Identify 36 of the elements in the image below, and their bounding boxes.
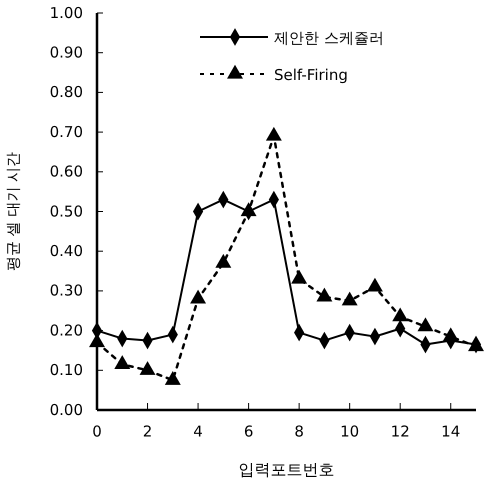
point (266, 126, 282, 141)
x-tick-label: 6 (244, 422, 254, 441)
y-tick-label: 0.30 (50, 282, 83, 300)
y-tick-label: 0.10 (50, 361, 83, 380)
y-tick-label: 1.00 (50, 4, 83, 22)
point (316, 288, 332, 302)
y-tick-label: 0.60 (50, 162, 83, 181)
x-tick-label: 12 (390, 422, 410, 441)
legend-label: Self-Firing (274, 66, 348, 84)
x-tick-label: 10 (340, 422, 360, 441)
x-tick-label: 8 (294, 422, 304, 441)
y-axis-title: 평균 셀 대기 시간 (4, 152, 22, 272)
y-tick-label: 0.00 (50, 400, 83, 419)
y-tick-label: 0.40 (50, 242, 83, 260)
point (418, 317, 434, 332)
point (392, 308, 408, 322)
point (291, 270, 308, 284)
y-tick-label: 0.50 (50, 202, 83, 220)
x-axis-title: 입력포트번호 (238, 460, 334, 479)
point (114, 355, 130, 369)
point (164, 371, 181, 385)
y-tick-label: 0.70 (50, 122, 83, 141)
point (442, 327, 459, 342)
x-tick-label: 2 (142, 422, 152, 441)
legend-label: 제안한 스케쥴러 (274, 29, 384, 47)
y-tick-label: 0.90 (50, 44, 83, 62)
point (190, 290, 206, 304)
x-tick-label: 0 (92, 422, 102, 441)
point (342, 292, 358, 306)
y-tick-label: 0.20 (50, 321, 83, 340)
point (366, 278, 383, 292)
x-tick-label: 4 (193, 422, 203, 441)
point (215, 254, 232, 268)
point (140, 361, 156, 375)
y-tick-label: 0.80 (50, 83, 83, 102)
x-tick-label: 14 (441, 422, 460, 441)
